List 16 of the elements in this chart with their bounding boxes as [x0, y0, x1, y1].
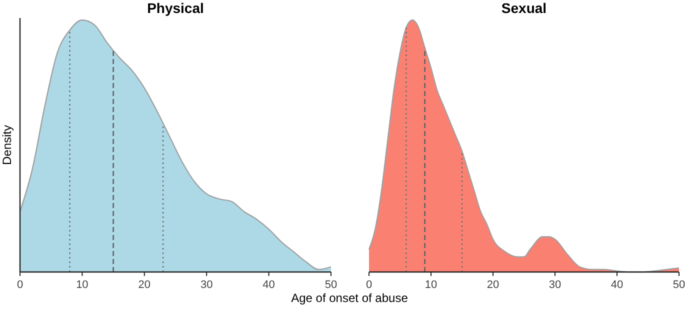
x-axis-title: Age of onset of abuse: [291, 291, 408, 305]
x-tick-label: 20: [486, 279, 500, 291]
x-tick-label: 50: [324, 279, 338, 291]
chart-title: Sexual: [501, 0, 547, 16]
x-tick-label: 10: [76, 279, 88, 291]
x-tick-label: 50: [672, 279, 685, 291]
x-tick-label: 30: [200, 279, 213, 291]
y-axis-title: Density: [0, 124, 14, 166]
x-tick-label: 10: [424, 279, 438, 291]
x-tick-label: 40: [610, 279, 624, 291]
x-tick-label: 30: [548, 279, 562, 291]
x-tick-label: 0: [366, 279, 372, 291]
chart-title: Physical: [147, 0, 204, 16]
x-tick-label: 40: [262, 279, 275, 291]
x-tick-label: 0: [16, 279, 24, 291]
x-tick-label: 20: [138, 279, 151, 291]
